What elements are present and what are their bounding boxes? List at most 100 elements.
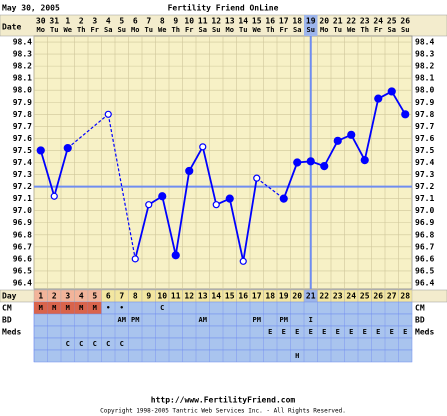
temp-segment — [107, 114, 136, 259]
temp-point-open — [145, 201, 153, 209]
temp-point — [347, 130, 356, 139]
day-number: 8 — [133, 292, 138, 301]
day-number: 2 — [52, 292, 57, 301]
date-label: 20 — [319, 17, 329, 26]
date-label: 17 — [279, 17, 289, 26]
day-number: 28 — [400, 292, 410, 301]
row-cell: E — [390, 328, 394, 336]
weekday-label: Su — [307, 26, 315, 34]
row-label-right: CM — [415, 304, 425, 313]
weekday-label: Th — [172, 26, 180, 34]
temp-point — [36, 146, 45, 155]
temp-segment — [363, 98, 380, 161]
y-tick-label-right: 96.9 — [415, 218, 434, 227]
day-number: 1 — [38, 292, 43, 301]
temp-point-open — [50, 192, 58, 200]
weekday-label: Mo — [131, 26, 139, 34]
row-cell: M — [93, 304, 97, 312]
footer-copyright: Copyright 1998-2005 Tantric Web Services… — [100, 408, 346, 415]
day-number: 5 — [92, 292, 97, 301]
y-tick-label: 98.1 — [13, 74, 32, 83]
y-tick-label-right: 96.6 — [415, 254, 434, 263]
temp-segment — [134, 204, 150, 260]
y-tick-label-right: 97.2 — [415, 182, 434, 191]
temp-segment — [39, 150, 56, 197]
day-number: 19 — [279, 292, 289, 301]
day-number: 21 — [306, 292, 316, 301]
y-tick-label: 97.1 — [13, 194, 32, 203]
row-cell: M — [79, 304, 83, 312]
y-tick-label: 97.3 — [13, 170, 32, 179]
row-cell: C — [79, 340, 83, 348]
date-label: 4 — [106, 17, 111, 26]
day-number: 9 — [146, 292, 151, 301]
y-tick-label-right: 97.4 — [415, 158, 434, 167]
day-number: 23 — [333, 292, 343, 301]
date-label: 31 — [49, 17, 59, 26]
row-label: BD — [2, 316, 12, 325]
date-label: 5 — [119, 17, 124, 26]
day-number: 26 — [373, 292, 383, 301]
row-cell: I — [309, 316, 313, 324]
date-label: 21 — [333, 17, 343, 26]
date-label: 6 — [133, 17, 138, 26]
row-cell: C — [93, 340, 97, 348]
date-label: 14 — [238, 17, 248, 26]
day-number: 24 — [346, 292, 356, 301]
day-number: 7 — [119, 292, 124, 301]
y-tick-label-right: 98.1 — [415, 74, 434, 83]
row-cell: PM — [253, 316, 261, 324]
y-tick-label-right: 98.2 — [415, 62, 434, 71]
y-tick-label-right: 97.8 — [415, 110, 434, 119]
weekday-label: Su — [212, 26, 220, 34]
temp-point-open — [212, 201, 220, 209]
row-cell: C — [106, 340, 110, 348]
row-cell: • — [106, 304, 110, 312]
day-number: 6 — [106, 292, 111, 301]
temp-segment — [282, 162, 299, 199]
temp-point — [279, 194, 288, 203]
row-cell: PM — [131, 316, 139, 324]
weekday-label: Tu — [334, 26, 342, 34]
temp-point — [225, 194, 234, 203]
temp-segment — [228, 198, 245, 262]
weekday-label: Sa — [199, 26, 207, 34]
date-label: 12 — [211, 17, 221, 26]
row-cell: E — [295, 328, 299, 336]
date-label: 18 — [292, 17, 302, 26]
temp-point — [63, 143, 72, 153]
temp-point — [401, 110, 410, 119]
y-tick-label: 96.7 — [13, 242, 32, 251]
day-number: 4 — [79, 292, 84, 301]
temp-point — [185, 166, 194, 176]
weekday-label: Su — [401, 26, 409, 34]
date-highlight — [304, 15, 318, 36]
temp-segment — [256, 177, 285, 200]
day-number: 22 — [319, 292, 329, 301]
weekday-label: Fr — [374, 26, 382, 34]
temp-segment — [53, 147, 69, 197]
y-tick-label-right: 97.1 — [415, 194, 434, 203]
temp-segment — [201, 146, 218, 205]
menses-cell — [34, 302, 48, 314]
day-number: 18 — [265, 292, 275, 301]
date-label: 19 — [306, 17, 316, 26]
row-cell: E — [309, 328, 313, 336]
weekday-label: Sa — [388, 26, 396, 34]
y-tick-label-right: 96.5 — [415, 266, 434, 275]
weekday-label: Fr — [91, 26, 99, 34]
row-cell: E — [376, 328, 380, 336]
date-label: 26 — [400, 17, 410, 26]
y-tick-label: 96.5 — [13, 266, 32, 275]
date-label: 10 — [184, 17, 194, 26]
y-tick-label: 98.2 — [13, 62, 32, 71]
weekday-label: We — [158, 26, 166, 34]
day-number: 14 — [211, 292, 221, 301]
y-tick-label: 97.9 — [13, 98, 32, 107]
y-tick-label: 98.4 — [13, 38, 32, 47]
weekday-label: We — [253, 26, 261, 34]
day-number: 17 — [252, 292, 262, 301]
y-tick-label-right: 98.3 — [415, 50, 434, 59]
day-number: 3 — [65, 292, 70, 301]
